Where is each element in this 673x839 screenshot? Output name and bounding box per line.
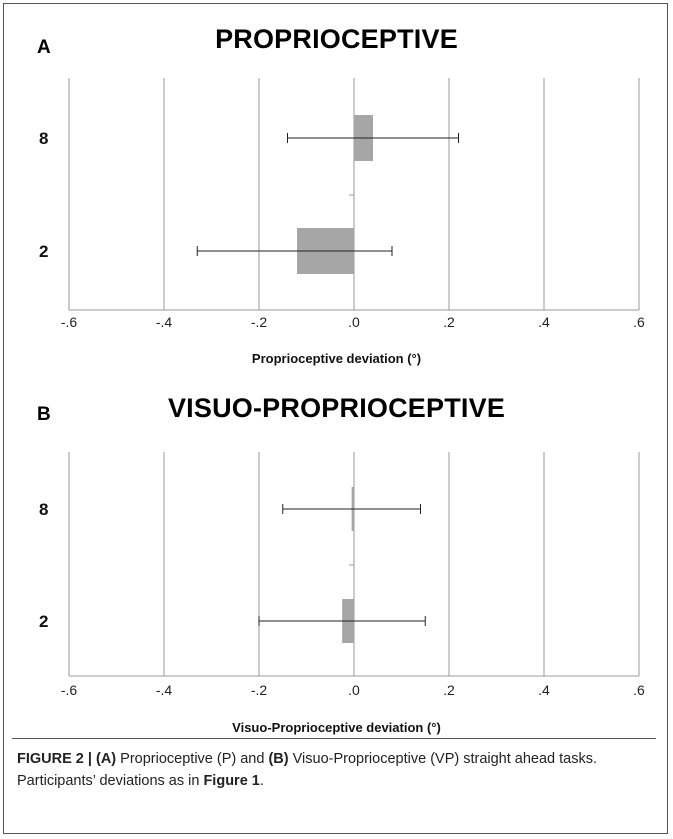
panel-a-axis-title: Proprioceptive deviation (°) [251, 351, 422, 366]
chart-a: -.6 -.4 -.2 .0 .2 .4 .6 8 2 [39, 78, 645, 330]
x-tick-label: -.2 [251, 682, 268, 698]
x-tick-label: .0 [348, 314, 360, 330]
x-tick-label: .2 [443, 314, 455, 330]
x-tick-label: .4 [538, 682, 550, 698]
panel-a-letter: A [37, 37, 51, 58]
x-tick-label: .6 [633, 314, 645, 330]
x-tick-label: -.2 [251, 314, 268, 330]
category-label: 2 [39, 612, 48, 631]
x-tick-label: -.6 [61, 682, 78, 698]
caption-figure-label: FIGURE 2 | [17, 751, 96, 767]
category-label: 8 [39, 129, 48, 148]
category-label: 2 [39, 242, 48, 261]
caption-figure-ref: Figure 1 [203, 773, 260, 789]
caption-part-b-text: Visuo-Proprioceptive (VP) straight ahead… [17, 751, 598, 789]
chart-b: -.6 -.4 -.2 .0 .2 .4 .6 8 2 [39, 452, 645, 698]
x-tick-label: .6 [633, 682, 645, 698]
figure-caption: FIGURE 2 | (A) Proprioceptive (P) and (B… [17, 748, 657, 792]
caption-part-a-label: (A) [96, 751, 117, 767]
x-tick-label: .2 [443, 682, 455, 698]
caption-part-a-text: Proprioceptive (P) and [116, 751, 269, 767]
panel-a-title: PROPRIOCEPTIVE [215, 24, 458, 54]
panel-b-letter: B [37, 404, 51, 425]
figure-frame [3, 3, 668, 834]
x-tick-label: .0 [348, 682, 360, 698]
x-tick-label: .4 [538, 314, 550, 330]
panel-b-title: VISUO-PROPRIOCEPTIVE [167, 393, 506, 423]
category-label: 8 [39, 500, 48, 519]
panel-b-axis-title: Visuo-Proprioceptive deviation (°) [232, 720, 441, 735]
caption-part-b-label: (B) [268, 751, 289, 767]
caption-end: . [259, 773, 264, 789]
x-tick-label: -.4 [156, 682, 173, 698]
x-tick-label: -.4 [156, 314, 173, 330]
x-tick-label: -.6 [61, 314, 78, 330]
caption-divider [12, 738, 656, 739]
